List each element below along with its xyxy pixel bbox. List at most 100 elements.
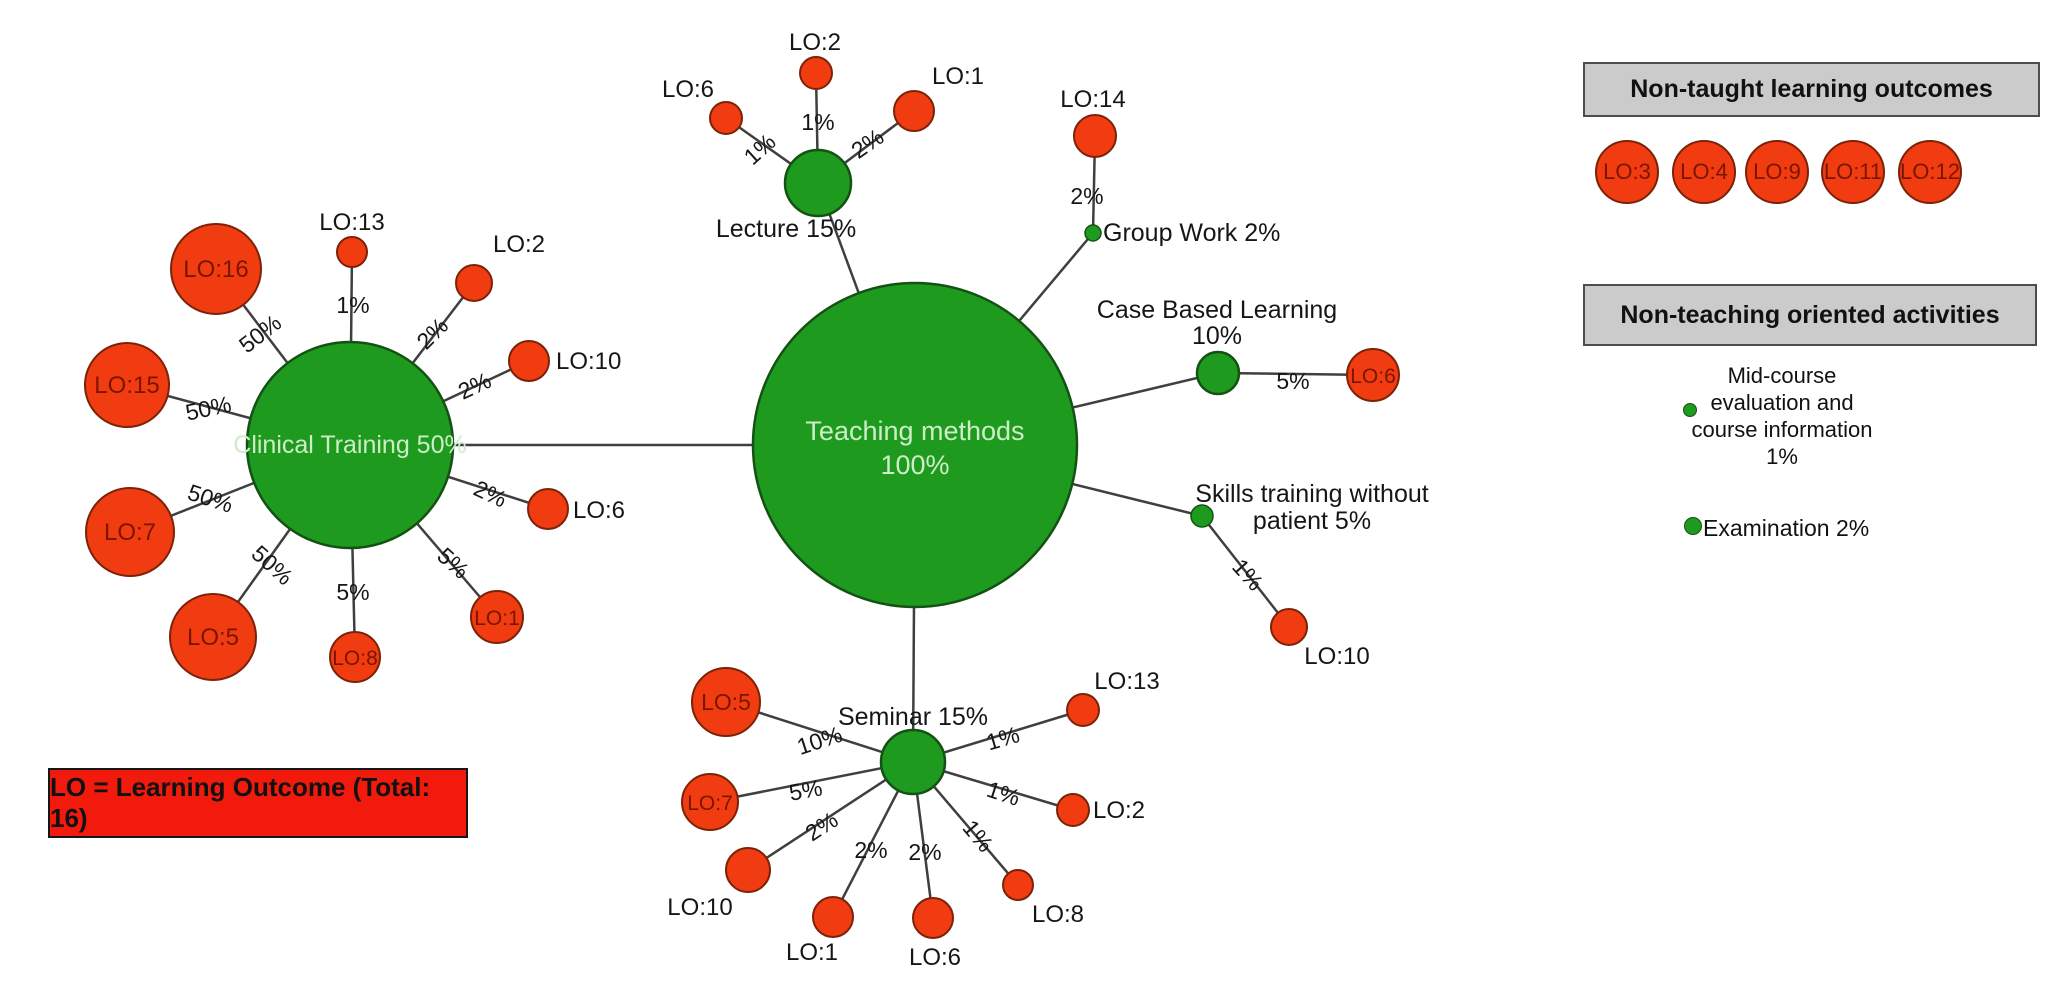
outcome-label-lo2: LO:2 xyxy=(493,231,545,258)
outcome-node-lo15-clinical-training xyxy=(84,342,170,428)
non-taught-lo-chip: LO:12 xyxy=(1898,140,1962,204)
outcome-label-lo8: LO:8 xyxy=(1032,901,1084,928)
legend-box: LO = Learning Outcome (Total: 16) xyxy=(48,768,468,838)
outcome-node-lo14-group-work xyxy=(1073,114,1117,158)
outcome-label-lo5: LO:5 xyxy=(187,624,239,651)
edge-percentage-label: 1% xyxy=(1227,554,1269,596)
edge-percentage-label: 50% xyxy=(183,391,233,426)
outcome-label-lo7: LO:7 xyxy=(104,519,156,546)
non-teaching-header: Non-teaching oriented activities xyxy=(1583,284,2037,346)
edge-percentage-label: 1% xyxy=(739,128,781,170)
outcome-label-lo6: LO:6 xyxy=(909,944,961,971)
outcome-node-lo2-seminar xyxy=(1056,793,1090,827)
non-taught-lo-chip: LO:4 xyxy=(1672,140,1736,204)
outcome-label-lo2: LO:2 xyxy=(789,29,841,56)
mid-course-line: evaluation and xyxy=(1710,390,1854,415)
lo-chip-label: LO:11 xyxy=(1823,159,1883,184)
outcome-label-lo15: LO:15 xyxy=(94,372,159,399)
outcome-node-lo8-clinical-training xyxy=(329,631,381,683)
outcome-label-lo13: LO:13 xyxy=(1094,668,1159,695)
outcome-label-lo7: LO:7 xyxy=(687,792,733,815)
outcome-node-lo2-clinical-training xyxy=(455,264,493,302)
node-case-based-learning xyxy=(1195,350,1241,396)
non-taught-lo-chip: LO:9 xyxy=(1745,140,1809,204)
non-taught-header: Non-taught learning outcomes xyxy=(1583,62,2040,117)
node-clinical-training xyxy=(245,340,455,550)
outcome-label-lo6: LO:6 xyxy=(573,497,625,524)
examination-activity-label: Examination 2% xyxy=(1703,515,1870,541)
outcome-node-lo6-seminar xyxy=(912,897,954,939)
mid-course-activity-label: Mid-course evaluation and course informa… xyxy=(1662,362,1902,470)
outcome-label-lo6: LO:6 xyxy=(662,76,714,103)
node-label-skills-training-without-patient: Skills training without xyxy=(1195,480,1428,508)
outcome-node-lo1-seminar xyxy=(812,896,854,938)
outcome-node-lo6-case-based-learning xyxy=(1346,348,1400,402)
outcome-node-lo6-lecture xyxy=(709,101,743,135)
edge-skills-training-without-patient-lo10 xyxy=(1201,515,1290,628)
outcome-node-lo1-clinical-training xyxy=(470,590,524,644)
mid-course-line: course information xyxy=(1691,417,1873,442)
outcome-label-lo2: LO:2 xyxy=(1093,797,1145,824)
outcome-label-lo1: LO:1 xyxy=(786,939,838,966)
outcome-label-lo10: LO:10 xyxy=(556,348,621,375)
outcome-node-lo7-seminar xyxy=(681,773,739,831)
lo-chip-label: LO:4 xyxy=(1680,159,1728,184)
node-label-teaching-methods: 100% xyxy=(880,450,949,480)
outcome-node-lo5-clinical-training xyxy=(169,593,257,681)
edge-percentage-label: 1% xyxy=(801,109,834,135)
outcome-node-lo2-lecture xyxy=(799,56,833,90)
lo-chip-label: LO:3 xyxy=(1603,159,1651,184)
outcome-node-lo5-seminar xyxy=(691,667,761,737)
node-label-teaching-methods: Teaching methods xyxy=(805,416,1024,446)
outcome-node-lo6-clinical-training xyxy=(527,488,569,530)
outcome-node-lo7-clinical-training xyxy=(85,487,175,577)
node-lecture xyxy=(783,148,853,218)
outcome-node-lo16-clinical-training xyxy=(170,223,262,315)
node-label-seminar: Seminar 15% xyxy=(838,703,988,731)
non-teaching-header-label: Non-teaching oriented activities xyxy=(1620,300,2000,329)
node-group-work xyxy=(1084,224,1102,242)
node-label-skills-training-without-patient: patient 5% xyxy=(1253,507,1371,535)
outcome-label-lo10: LO:10 xyxy=(667,894,732,921)
edge-percentage-label: 5% xyxy=(336,579,369,605)
outcome-label-lo16: LO:16 xyxy=(183,256,248,283)
non-taught-header-label: Non-taught learning outcomes xyxy=(1630,75,1993,103)
outcome-node-lo10-skills-training-without-patient xyxy=(1270,608,1308,646)
edge-percentage-label: 2% xyxy=(1070,183,1103,209)
lo-chip-label: LO:12 xyxy=(1900,159,1960,184)
legend-label: LO = Learning Outcome (Total: 16) xyxy=(50,772,431,833)
edge-percentage-label: 2% xyxy=(454,367,495,405)
node-label-clinical-training: Clinical Training 50% xyxy=(233,431,466,459)
outcome-label-lo14: LO:14 xyxy=(1060,86,1125,113)
edge-percentage-label: 50% xyxy=(247,540,299,590)
outcome-label-lo8: LO:8 xyxy=(332,647,378,670)
edge-percentage-label: 5% xyxy=(787,774,824,805)
edge-percentage-label: 5% xyxy=(1276,368,1309,394)
node-label-case-based-learning: Case Based Learning xyxy=(1097,296,1337,324)
outcome-label-lo6: LO:6 xyxy=(1350,365,1396,388)
outcome-label-lo1: LO:1 xyxy=(474,607,520,630)
edge-percentage-label: 50% xyxy=(185,479,237,518)
mid-course-line: Mid-course xyxy=(1727,363,1837,388)
mid-course-dot xyxy=(1683,403,1697,417)
non-taught-lo-chip: LO:11 xyxy=(1821,140,1885,204)
edge-percentage-label: 1% xyxy=(983,721,1022,755)
outcome-node-lo8-seminar xyxy=(1002,869,1034,901)
node-skills-training-without-patient xyxy=(1190,504,1214,528)
outcome-label-lo13: LO:13 xyxy=(319,209,384,236)
edge-percentage-label: 2% xyxy=(854,837,887,863)
outcome-node-lo13-clinical-training xyxy=(336,236,368,268)
outcome-label-lo1: LO:1 xyxy=(932,63,984,90)
edge-percentage-label: 1% xyxy=(984,776,1024,811)
non-taught-lo-chip: LO:3 xyxy=(1595,140,1659,204)
lo-chip-label: LO:9 xyxy=(1753,159,1801,184)
node-label-case-based-learning: 10% xyxy=(1192,322,1242,350)
node-seminar xyxy=(879,728,947,796)
edge-percentage-label: 2% xyxy=(908,839,941,865)
mid-course-line: 1% xyxy=(1766,444,1798,469)
edge-percentage-label: 1% xyxy=(336,292,369,318)
outcome-label-lo5: LO:5 xyxy=(701,689,751,715)
examination-dot xyxy=(1684,517,1702,535)
